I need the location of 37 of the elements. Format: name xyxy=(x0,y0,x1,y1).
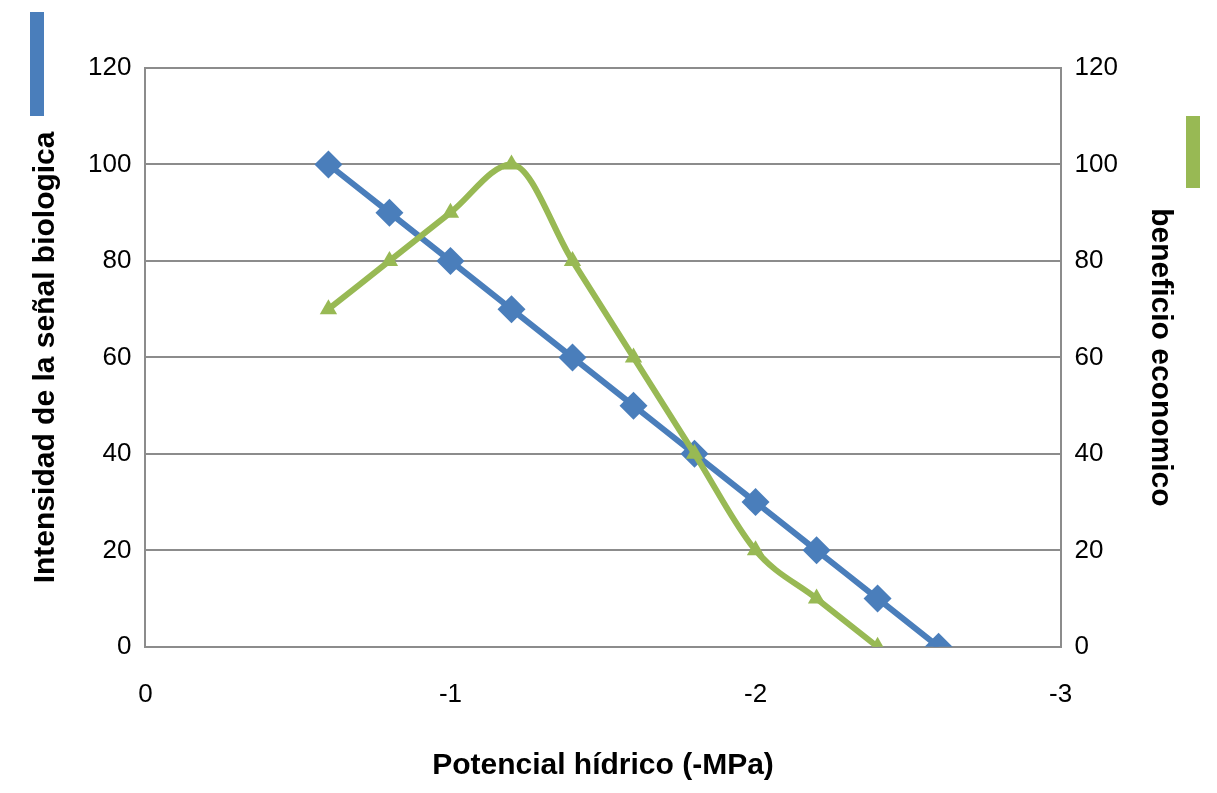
y-tick-label: 20 xyxy=(102,533,132,564)
y2-tick-label: 40 xyxy=(1074,437,1104,468)
y2-axis-title: beneficio economico xyxy=(1145,208,1179,507)
point xyxy=(558,343,587,372)
point xyxy=(741,488,770,517)
point xyxy=(746,540,765,556)
y2-tick-label: 60 xyxy=(1074,340,1104,371)
point xyxy=(802,536,831,565)
x-axis-title: Potencial hídrico (-MPa) xyxy=(432,747,774,781)
y-axis-title: Intensidad de la señal biologica xyxy=(27,131,61,584)
y-tick-label: 0 xyxy=(116,629,132,660)
point xyxy=(436,246,465,275)
y2-tick-label: 0 xyxy=(1074,629,1090,660)
point xyxy=(380,250,399,266)
point xyxy=(497,295,526,324)
point xyxy=(807,588,826,604)
y-tick-label: 100 xyxy=(87,147,132,178)
point xyxy=(375,198,404,227)
y2-tick-label: 80 xyxy=(1074,244,1104,275)
y-tick-label: 40 xyxy=(102,437,132,468)
y-tick-label: 60 xyxy=(102,340,132,371)
x-tick-label: 0 xyxy=(138,677,153,708)
y-tick-label: 80 xyxy=(102,244,132,275)
x-tick-label: -2 xyxy=(743,677,768,708)
y2-tick-label: 100 xyxy=(1074,147,1119,178)
y2-tick-label: 20 xyxy=(1074,533,1104,564)
point xyxy=(314,150,343,179)
x-tick-label: -1 xyxy=(438,677,463,708)
x-tick-label: -3 xyxy=(1049,677,1073,708)
point xyxy=(319,299,338,315)
y2-tick-label: 120 xyxy=(1074,51,1119,82)
point xyxy=(563,250,582,266)
y-tick-label: 120 xyxy=(87,51,132,82)
point xyxy=(441,202,460,218)
point xyxy=(863,584,892,613)
point xyxy=(624,347,643,363)
point xyxy=(619,391,648,420)
